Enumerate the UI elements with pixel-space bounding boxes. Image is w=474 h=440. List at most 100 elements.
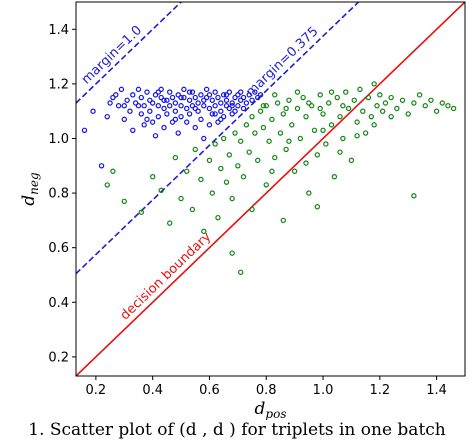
- scatter-point-1: [320, 127, 326, 134]
- plot-frame: [75, 1, 466, 377]
- scatter-point-1: [422, 103, 428, 109]
- scatter-point-0: [149, 100, 156, 106]
- x-tick-label: 1.4: [426, 383, 447, 398]
- scatter-point-0: [161, 124, 167, 131]
- scatter-point-0: [195, 100, 201, 106]
- annotation-margin-0-375: margin=0.375: [243, 24, 321, 100]
- scatter-point-1: [416, 92, 423, 98]
- scatter-point-1: [229, 250, 235, 256]
- scatter-point-1: [374, 103, 380, 109]
- scatter-point-0: [223, 103, 230, 109]
- x-axis-label: dpos: [255, 399, 287, 420]
- x-tick-label: 0.8: [256, 383, 277, 398]
- scatter-point-1: [450, 105, 457, 112]
- scatter-point-0: [181, 94, 187, 101]
- scatter-point-0: [229, 111, 235, 117]
- x-tick-label: 0.4: [142, 383, 163, 398]
- scatter-point-1: [340, 103, 346, 109]
- scatter-point-1: [323, 141, 329, 147]
- figure-caption: 1. Scatter plot of (d , d ) for triplets…: [28, 420, 446, 440]
- scatter-point-0: [81, 127, 88, 134]
- scatter-point-0: [240, 94, 247, 101]
- scatter-point-0: [178, 103, 184, 109]
- scatter-point-0: [172, 116, 179, 123]
- scatter-point-0: [209, 111, 215, 117]
- scatter-point-1: [328, 122, 335, 128]
- scatter-point-0: [218, 100, 224, 106]
- scatter-point-0: [158, 94, 164, 101]
- scatter-point-1: [158, 187, 164, 194]
- scatter-point-0: [229, 100, 235, 106]
- scatter-point-1: [354, 119, 360, 125]
- scatter-point-0: [130, 127, 136, 134]
- y-axis-label: dneg: [19, 172, 41, 206]
- scatter-point-0: [172, 108, 179, 114]
- scatter-point-1: [351, 97, 357, 103]
- scatter-point-1: [201, 228, 207, 235]
- scatter-point-0: [186, 89, 193, 95]
- scatter-point-0: [232, 108, 238, 114]
- scatter-point-1: [303, 160, 309, 166]
- scatter-point-1: [206, 157, 213, 164]
- scatter-point-1: [252, 130, 258, 136]
- scatter-point-1: [371, 81, 377, 87]
- scatter-point-1: [255, 157, 261, 164]
- scatter-point-1: [411, 193, 417, 199]
- scatter-point-1: [249, 113, 255, 120]
- scatter-point-1: [212, 141, 218, 147]
- scatter-point-0: [169, 119, 176, 125]
- scatter-point-1: [331, 174, 338, 180]
- scatter-point-0: [127, 108, 133, 114]
- scatter-point-0: [115, 103, 122, 109]
- line-margin-1-0: [76, 2, 183, 104]
- scatter-point-1: [326, 100, 332, 106]
- scatter-point-0: [169, 94, 176, 101]
- scatter-point-1: [377, 92, 383, 98]
- scatter-point-1: [257, 108, 264, 114]
- scatter-point-1: [379, 108, 386, 114]
- scatter-point-0: [118, 86, 125, 93]
- scatter-point-0: [206, 92, 213, 98]
- scatter-point-1: [445, 103, 451, 109]
- scatter-point-1: [354, 133, 360, 139]
- scatter-point-1: [317, 105, 323, 112]
- scatter-point-1: [428, 97, 434, 103]
- scatter-point-0: [158, 86, 164, 93]
- scatter-point-1: [229, 195, 235, 202]
- scatter-point-0: [124, 97, 130, 103]
- scatter-point-1: [184, 168, 190, 174]
- scatter-point-0: [212, 89, 218, 95]
- scatter-point-0: [215, 94, 221, 101]
- scatter-point-1: [269, 168, 275, 174]
- scatter-point-0: [141, 122, 147, 128]
- scatter-point-0: [223, 97, 230, 103]
- scatter-point-0: [237, 89, 244, 95]
- scatter-point-1: [348, 157, 355, 164]
- reference-lines: [76, 2, 465, 376]
- y-tick-label: 1.4: [48, 23, 69, 38]
- scatter-point-0: [155, 103, 162, 109]
- scatter-point-0: [152, 92, 159, 98]
- scatter-point-0: [192, 94, 198, 101]
- scatter-point-1: [220, 135, 227, 142]
- scatter-point-1: [269, 116, 275, 123]
- scatter-point-1: [263, 182, 269, 188]
- scatter-point-1: [411, 100, 417, 106]
- scatter-point-1: [328, 89, 335, 95]
- scatter-point-1: [280, 217, 286, 224]
- scatter-points: [81, 81, 457, 275]
- y-tick-label: 0.4: [48, 296, 69, 311]
- y-tick-label: 0.6: [48, 241, 69, 256]
- scatter-point-1: [283, 105, 289, 112]
- scatter-point-1: [286, 97, 292, 103]
- scatter-point-1: [357, 86, 363, 93]
- scatter-point-1: [121, 198, 127, 204]
- x-tick-label: 1.2: [369, 383, 390, 398]
- scatter-point-0: [201, 135, 207, 142]
- scatter-point-1: [286, 138, 292, 144]
- scatter-point-0: [98, 163, 105, 169]
- scatter-point-0: [218, 116, 224, 123]
- scatter-point-1: [198, 176, 204, 183]
- axis-ticks: 0.2 0.4 0.6 0.8 1.0 1.2 1.4 0.2 0.4 0.6 0.8 1.0 1.2 1…: [48, 23, 447, 398]
- scatter-point-0: [90, 108, 96, 114]
